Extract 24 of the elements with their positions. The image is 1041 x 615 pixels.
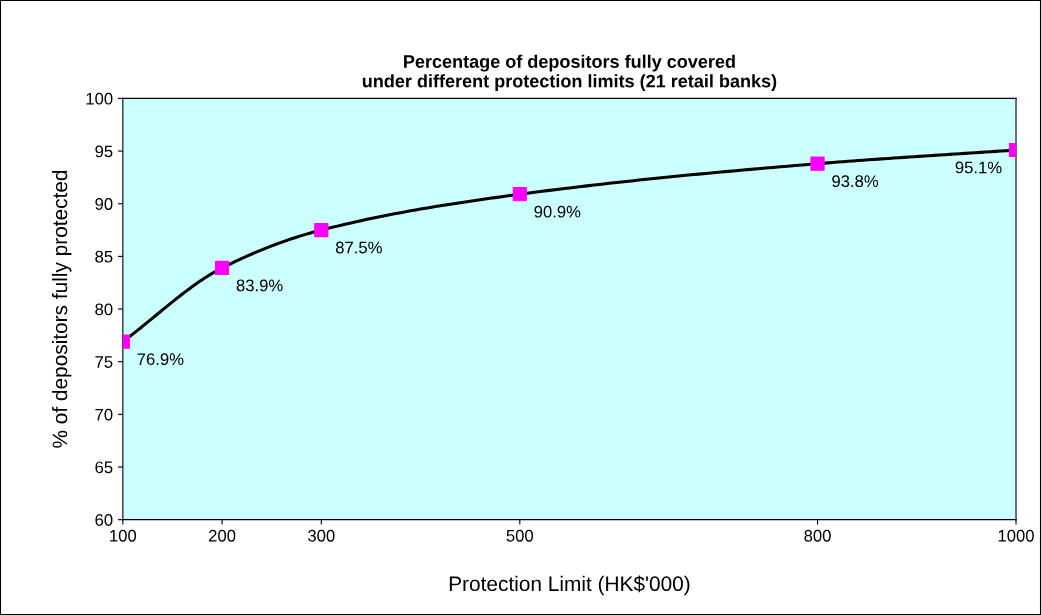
data-label: 95.1%	[955, 161, 1002, 174]
x-tick-label: 200	[209, 529, 236, 542]
x-tick-label: 1000	[998, 529, 1034, 542]
data-label: 76.9%	[137, 353, 184, 366]
y-tick-label: 75	[95, 356, 113, 368]
y-tick-label: 100	[86, 92, 113, 105]
x-tick-label: 500	[506, 529, 534, 542]
y-tick-label: 80	[95, 303, 113, 316]
y-tick-label: 90	[95, 198, 113, 210]
y-tick-label: 60	[95, 514, 113, 526]
x-tick-label: 100	[110, 529, 137, 542]
y-tick-label: 70	[95, 408, 113, 421]
chart-title: Percentage of depositors fully covered under different protection limits (21 retail banks)	[362, 54, 777, 92]
y-tick-label: 85	[95, 250, 113, 263]
y-tick-label: 65	[95, 461, 113, 474]
x-tick-label: 800	[804, 529, 831, 542]
x-tick-label: 300	[308, 529, 335, 542]
data-label: 93.8%	[832, 175, 879, 188]
data-label: 87.5%	[335, 241, 382, 254]
data-label: 90.9%	[534, 205, 581, 218]
y-tick-label: 95	[95, 145, 113, 158]
x-axis-title: Protection Limit (HK$'000)	[449, 575, 690, 596]
y-axis-title: % of depositors fully protected	[52, 170, 72, 448]
data-label: 83.9%	[236, 279, 283, 292]
